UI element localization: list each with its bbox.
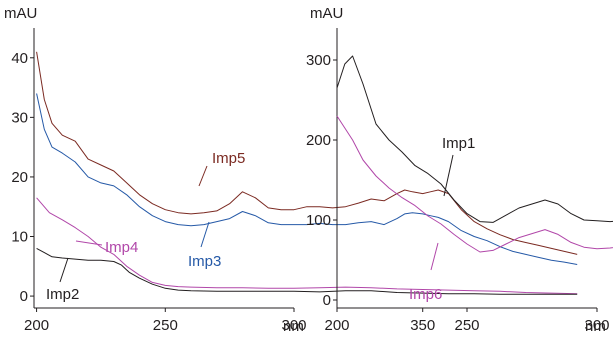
imp2-label: Imp2 bbox=[46, 286, 79, 303]
imp3-leader-line bbox=[200, 221, 210, 248]
left-x-unit-label: nm bbox=[283, 318, 304, 335]
imp6-label: Imp6 bbox=[409, 286, 442, 303]
y-tick-label: 200 bbox=[306, 132, 331, 149]
imp1-label: Imp1 bbox=[442, 135, 475, 152]
right-chart-panel: mAU nm 0 100 200 300 200 250 300 350 Imp1 Imp6 bbox=[306, 5, 613, 335]
left-x-ticks: 200 250 300 350 bbox=[24, 308, 435, 334]
series-line-imp3 bbox=[36, 93, 578, 265]
right-x-ticks: 200 250 300 350 bbox=[324, 308, 610, 334]
left-series-group bbox=[36, 51, 578, 295]
x-tick-label: 200 bbox=[24, 317, 49, 334]
x-tick-label: 250 bbox=[153, 317, 178, 334]
imp6-leader-line bbox=[430, 242, 439, 271]
series-line-imp1 bbox=[336, 55, 613, 223]
right-x-unit-label: nm bbox=[585, 318, 606, 335]
x-tick-label: 300 bbox=[281, 317, 306, 334]
x-tick-label: 250 bbox=[454, 317, 479, 334]
series-line-imp6 bbox=[336, 115, 613, 253]
imp1-leader-line bbox=[443, 154, 454, 197]
y-tick-label: 10 bbox=[11, 229, 28, 246]
y-tick-label: 30 bbox=[11, 109, 28, 126]
imp4-leader-line bbox=[75, 240, 103, 246]
right-y-ticks: 0 100 200 300 bbox=[306, 52, 337, 309]
imp3-label: Imp3 bbox=[188, 253, 221, 270]
series-line-imp5 bbox=[36, 51, 578, 255]
x-tick-label: 200 bbox=[324, 317, 349, 334]
y-tick-label: 0 bbox=[323, 292, 331, 309]
series-line-imp2 bbox=[36, 247, 578, 295]
left-y-ticks: 0 10 20 30 40 bbox=[11, 50, 34, 305]
series-line-imp4 bbox=[36, 197, 578, 295]
imp4-label: Imp4 bbox=[105, 239, 138, 256]
y-tick-label: 0 bbox=[20, 288, 28, 305]
right-axes bbox=[336, 28, 597, 309]
right-series-group bbox=[336, 55, 613, 253]
imp5-leader-line bbox=[198, 165, 208, 187]
left-axes bbox=[33, 28, 294, 309]
right-y-unit-label: mAU bbox=[310, 5, 343, 22]
y-tick-label: 40 bbox=[11, 50, 28, 67]
left-y-unit-label: mAU bbox=[4, 5, 37, 22]
y-tick-label: 20 bbox=[11, 169, 28, 186]
x-tick-label: 350 bbox=[410, 317, 435, 334]
imp5-label: Imp5 bbox=[212, 150, 245, 167]
imp2-leader-line bbox=[59, 257, 69, 283]
y-tick-label: 100 bbox=[306, 212, 331, 229]
y-tick-label: 300 bbox=[306, 52, 331, 69]
x-tick-label: 300 bbox=[584, 317, 609, 334]
